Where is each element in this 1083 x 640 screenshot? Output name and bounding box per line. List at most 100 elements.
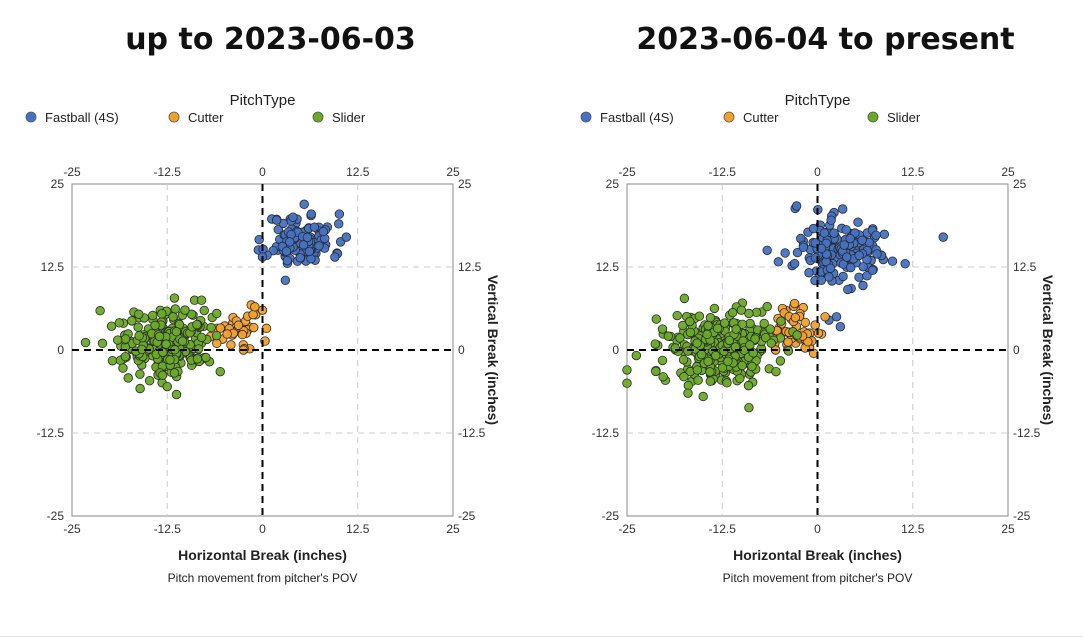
legend-title: PitchType [230, 92, 296, 109]
tick-label-left: -12.5 [592, 426, 620, 440]
point-slider [127, 316, 137, 326]
point-slider [737, 319, 748, 329]
tick-label-right: 25 [1013, 177, 1027, 191]
point-slider [192, 354, 203, 364]
point-slider [114, 318, 125, 328]
point-slider [743, 380, 754, 391]
point-slider [106, 321, 117, 331]
point-cutter [248, 309, 258, 320]
point-slider [199, 305, 209, 316]
point-slider [692, 338, 702, 348]
point-slider [95, 306, 105, 316]
x-axis-label: Horizontal Break (inches) [733, 547, 902, 563]
divider [0, 636, 1083, 637]
tick-label-right: -25 [1013, 509, 1031, 523]
tick-label-left: 12.5 [596, 260, 620, 274]
tick-label-left: -12.5 [37, 426, 65, 440]
point-fastball [302, 232, 313, 243]
point-fastball [334, 219, 344, 229]
point-slider [144, 376, 155, 386]
point-fastball [887, 256, 898, 266]
point-cutter [783, 337, 793, 347]
point-slider [651, 314, 662, 324]
chart-panel-left: up to 2023-06-03 PitchType Fastball (4S) C… [0, 0, 541, 640]
point-slider [702, 329, 712, 340]
point-slider [196, 295, 207, 305]
point-slider [211, 330, 222, 341]
legend-marker-cutter [168, 111, 180, 123]
point-slider [120, 334, 131, 344]
point-slider [622, 378, 632, 388]
point-cutter [222, 329, 232, 339]
point-slider [171, 327, 182, 337]
point-slider [751, 307, 762, 318]
point-fastball [841, 225, 851, 235]
point-slider [113, 335, 123, 345]
tick-label-bottom: 12.5 [346, 522, 370, 536]
point-slider [670, 343, 680, 353]
point-slider [118, 363, 128, 373]
point-slider [761, 332, 771, 343]
point-cutter [250, 302, 260, 312]
point-slider [165, 355, 175, 365]
point-slider [157, 370, 168, 380]
x-axis-label: Horizontal Break (inches) [178, 547, 347, 563]
point-slider [170, 304, 181, 314]
point-fastball [762, 245, 772, 255]
point-slider [657, 355, 668, 366]
tick-label-left: 25 [606, 177, 620, 191]
tick-label-left: 0 [57, 343, 64, 357]
legend-label-slider: Slider [332, 110, 366, 125]
point-cutter [237, 329, 248, 340]
point-fastball [808, 223, 819, 234]
point-cutter [790, 312, 801, 323]
point-fastball [829, 228, 839, 238]
point-slider [169, 293, 180, 303]
point-fastball [853, 217, 863, 227]
point-slider [731, 324, 741, 334]
tick-label-right: 0 [1013, 343, 1020, 357]
point-slider [709, 303, 720, 314]
legend-marker-cutter [723, 111, 735, 123]
point-slider [120, 351, 131, 362]
point-fastball [826, 215, 836, 225]
point-fastball [831, 312, 842, 322]
point-slider [792, 330, 802, 340]
point-slider [657, 324, 668, 334]
point-fastball [825, 263, 836, 273]
point-slider [776, 316, 786, 326]
point-slider [123, 373, 133, 383]
point-slider [107, 356, 118, 366]
tick-label-bottom: 0 [814, 522, 821, 536]
point-fastball [838, 271, 848, 282]
point-slider [192, 319, 202, 330]
point-fastball [288, 212, 298, 222]
chart-panel-right: 2023-06-04 to present PitchType Fastball … [555, 0, 1083, 640]
point-slider [771, 366, 781, 377]
legend-marker-fastball [580, 111, 592, 123]
point-fastball [938, 232, 948, 242]
point-slider [759, 318, 769, 329]
legend-marker-slider [312, 111, 324, 123]
point-slider [775, 356, 786, 366]
point-cutter [249, 322, 259, 333]
point-slider [678, 355, 689, 365]
point-cutter [820, 312, 830, 322]
data-points [622, 201, 948, 413]
point-slider [196, 332, 207, 343]
point-slider [622, 365, 632, 375]
tick-label-right: -12.5 [458, 426, 486, 440]
point-fastball [846, 262, 856, 273]
point-slider [631, 350, 642, 361]
point-slider [747, 361, 757, 372]
point-fastball [306, 209, 316, 219]
point-slider [766, 338, 776, 348]
legend-label-cutter: Cutter [743, 110, 779, 125]
point-slider [693, 375, 703, 385]
point-slider [685, 327, 696, 338]
point-fastball [857, 235, 867, 246]
tick-label-left: -25 [47, 509, 65, 523]
tick-label-top: 12.5 [901, 165, 925, 179]
point-fastball [773, 257, 784, 267]
point-fastball [299, 199, 309, 209]
